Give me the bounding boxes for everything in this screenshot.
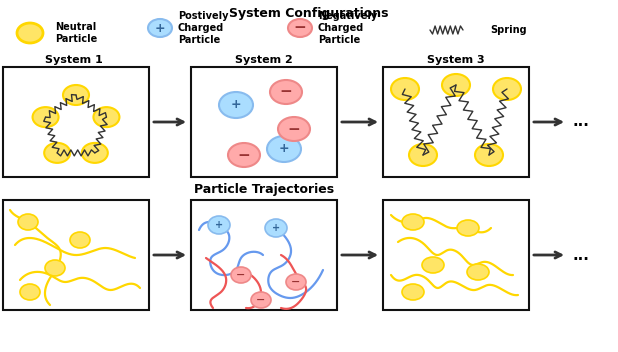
Ellipse shape — [45, 260, 65, 276]
Ellipse shape — [63, 85, 89, 105]
Ellipse shape — [409, 144, 437, 166]
Ellipse shape — [148, 19, 172, 37]
Ellipse shape — [288, 19, 312, 37]
Bar — [191, 200, 337, 310]
Bar — [3, 67, 149, 177]
Ellipse shape — [467, 264, 489, 280]
Ellipse shape — [402, 284, 424, 300]
Text: ...: ... — [572, 247, 590, 263]
Ellipse shape — [402, 214, 424, 230]
Ellipse shape — [33, 107, 59, 127]
Text: +: + — [154, 21, 165, 34]
Ellipse shape — [442, 74, 470, 96]
Text: −: − — [279, 84, 292, 100]
Ellipse shape — [208, 216, 230, 234]
Ellipse shape — [228, 143, 260, 167]
Text: −: − — [291, 277, 301, 287]
Text: −: − — [256, 295, 266, 305]
Ellipse shape — [17, 23, 43, 43]
Ellipse shape — [219, 92, 253, 118]
Ellipse shape — [251, 292, 271, 308]
Text: System 3: System 3 — [427, 55, 485, 65]
Text: System 1: System 1 — [45, 55, 103, 65]
Ellipse shape — [475, 144, 503, 166]
Text: Postively
Charged
Particle: Postively Charged Particle — [178, 11, 229, 45]
Ellipse shape — [44, 143, 70, 163]
Bar — [191, 67, 337, 177]
Ellipse shape — [231, 267, 251, 283]
Text: +: + — [215, 220, 223, 230]
Ellipse shape — [267, 136, 301, 162]
Ellipse shape — [278, 117, 310, 141]
Text: Negatively
Charged
Particle: Negatively Charged Particle — [318, 11, 377, 45]
Bar — [383, 67, 529, 177]
Text: Neutral
Particle: Neutral Particle — [55, 22, 97, 44]
Ellipse shape — [70, 232, 90, 248]
Ellipse shape — [270, 80, 302, 104]
Ellipse shape — [457, 220, 479, 236]
Ellipse shape — [286, 274, 306, 290]
Ellipse shape — [422, 257, 444, 273]
Text: +: + — [279, 143, 289, 156]
Text: +: + — [231, 99, 241, 112]
Text: ...: ... — [572, 114, 590, 130]
Ellipse shape — [93, 107, 119, 127]
Text: +: + — [272, 223, 280, 233]
Text: Particle Trajectories: Particle Trajectories — [194, 183, 334, 196]
Text: Spring: Spring — [490, 25, 527, 35]
Ellipse shape — [20, 284, 40, 300]
Bar — [383, 200, 529, 310]
Ellipse shape — [493, 78, 521, 100]
Text: −: − — [236, 270, 246, 280]
Ellipse shape — [18, 214, 38, 230]
Bar — [3, 200, 149, 310]
Text: −: − — [287, 121, 300, 137]
Ellipse shape — [265, 219, 287, 237]
Text: −: − — [238, 147, 250, 163]
Text: −: − — [294, 20, 307, 36]
Ellipse shape — [82, 143, 108, 163]
Text: System Configurations: System Configurations — [229, 7, 389, 20]
Ellipse shape — [391, 78, 419, 100]
Text: System 2: System 2 — [235, 55, 293, 65]
